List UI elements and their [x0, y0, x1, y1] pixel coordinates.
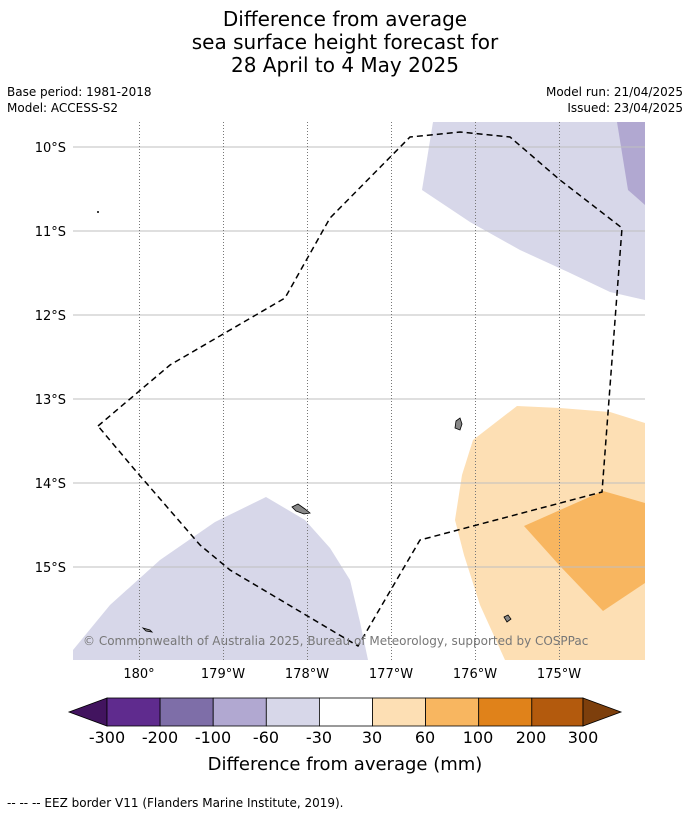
- colorbar-segment: [372, 697, 426, 727]
- anomaly-region-neg-ne-strong: [617, 122, 645, 205]
- eez-footnote: -- -- -- EEZ border V11 (Flanders Marine…: [7, 796, 344, 810]
- meta-left: Base period: 1981-2018 Model: ACCESS-S2: [7, 84, 152, 116]
- lat-label: 13°S: [35, 393, 66, 408]
- colorbar-segment: [478, 697, 533, 727]
- colorbar-tick: 30: [362, 728, 382, 747]
- colorbar-segment: [531, 697, 584, 727]
- anomaly-region-pos-se-strong: [524, 491, 645, 611]
- lon-label: 180°: [123, 667, 154, 682]
- lat-label: 14°S: [35, 477, 66, 492]
- colorbar-segment: [425, 697, 480, 727]
- lon-label: 179°W: [201, 667, 245, 682]
- anomaly-region-neg-sw: [73, 497, 368, 660]
- title-line-3: 28 April to 4 May 2025: [231, 53, 459, 77]
- lon-label: 176°W: [453, 667, 497, 682]
- model-run: Model run: 21/04/2025: [545, 85, 683, 99]
- colorbar-tick: 100: [463, 728, 494, 747]
- lon-label: 178°W: [285, 667, 329, 682]
- island-wallis: [454, 417, 463, 431]
- colorbar-segment: [318, 697, 373, 727]
- issued-date: Issued: 23/04/2025: [567, 101, 683, 115]
- island-futuna: [291, 503, 311, 515]
- latitude-labels: 10°S 11°S 12°S 13°S 14°S 15°S: [35, 141, 66, 576]
- island-sw: [141, 627, 154, 633]
- eez-border: [96, 131, 623, 648]
- map-area: © Commonwealth of Australia 2025, Bureau…: [73, 122, 645, 660]
- island-south: [503, 614, 512, 623]
- colorbar-tick: -100: [195, 728, 231, 747]
- copyright-notice: © Commonwealth of Australia 2025, Bureau…: [83, 634, 588, 648]
- colorbar-tick: -30: [306, 728, 332, 747]
- latitude-gridlines: [73, 146, 645, 568]
- land-islands: [141, 417, 512, 633]
- colorbar-extend-high: [582, 697, 623, 727]
- colorbar-tick: -60: [253, 728, 279, 747]
- chart-title: Difference from average sea surface heig…: [0, 8, 690, 77]
- lat-label: 12°S: [35, 309, 66, 324]
- colorbar-segment: [265, 697, 320, 727]
- title-line-2: sea surface height forecast for: [191, 30, 499, 54]
- anomaly-region-neg-ne: [422, 122, 645, 300]
- colorbar-segment: [159, 697, 214, 727]
- lat-label: 15°S: [35, 561, 66, 576]
- colorbar-extend-low: [67, 697, 108, 727]
- lat-label: 10°S: [35, 141, 66, 156]
- colorbar-ticks: -300 -200 -100 -60 -30 30 60 100 200 300: [89, 728, 598, 747]
- lon-label: 175°W: [537, 667, 581, 682]
- base-period: Base period: 1981-2018: [7, 85, 152, 99]
- colorbar-label: Difference from average (mm): [208, 754, 483, 775]
- colorbar-tick: -200: [142, 728, 178, 747]
- colorbar-segment: [106, 697, 161, 727]
- longitude-labels: 180° 179°W 178°W 177°W 176°W 175°W: [123, 667, 581, 682]
- lon-label: 177°W: [369, 667, 413, 682]
- colorbar: [67, 697, 623, 727]
- colorbar-tick: 200: [516, 728, 547, 747]
- meta-right: Model run: 21/04/2025 Issued: 23/04/2025: [546, 84, 683, 116]
- lat-label: 11°S: [35, 225, 66, 240]
- colorbar-segment: [212, 697, 267, 727]
- island-nw-dot: [97, 211, 99, 213]
- colorbar-tick: -300: [89, 728, 125, 747]
- colorbar-tick: 300: [568, 728, 599, 747]
- model-name: Model: ACCESS-S2: [7, 101, 119, 115]
- title-line-1: Difference from average: [222, 7, 468, 31]
- colorbar-tick: 60: [415, 728, 435, 747]
